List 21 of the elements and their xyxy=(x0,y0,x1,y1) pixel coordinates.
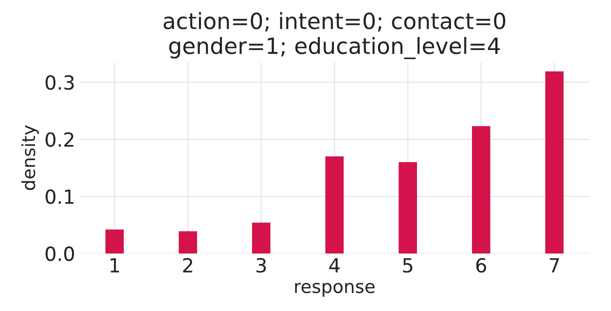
x-tick-label: 3 xyxy=(256,258,266,273)
bar xyxy=(472,126,490,254)
bar xyxy=(105,229,124,254)
x-axis-title: response xyxy=(295,282,375,297)
y-axis-title: density xyxy=(21,125,39,190)
x-tick-label: 7 xyxy=(550,258,559,272)
bar xyxy=(178,231,198,254)
bar xyxy=(545,71,564,254)
bar xyxy=(252,222,270,254)
y-tick-label: 0.1 xyxy=(46,189,74,204)
y-tick-label: 0.2 xyxy=(46,132,74,147)
x-tick-label: 6 xyxy=(476,258,486,273)
x-tick-label: 4 xyxy=(329,258,340,272)
bar xyxy=(325,156,344,254)
x-tick-label: 1 xyxy=(110,258,120,272)
y-tick-label: 0.0 xyxy=(46,246,74,262)
x-tick-label: 5 xyxy=(403,258,412,273)
chart-title: action=0; intent=0; contact=0 gender=1; education_level=4 xyxy=(164,12,506,60)
x-tick-label: 2 xyxy=(183,258,192,272)
y-tick-label: 0.3 xyxy=(46,75,74,90)
bar xyxy=(398,162,417,254)
